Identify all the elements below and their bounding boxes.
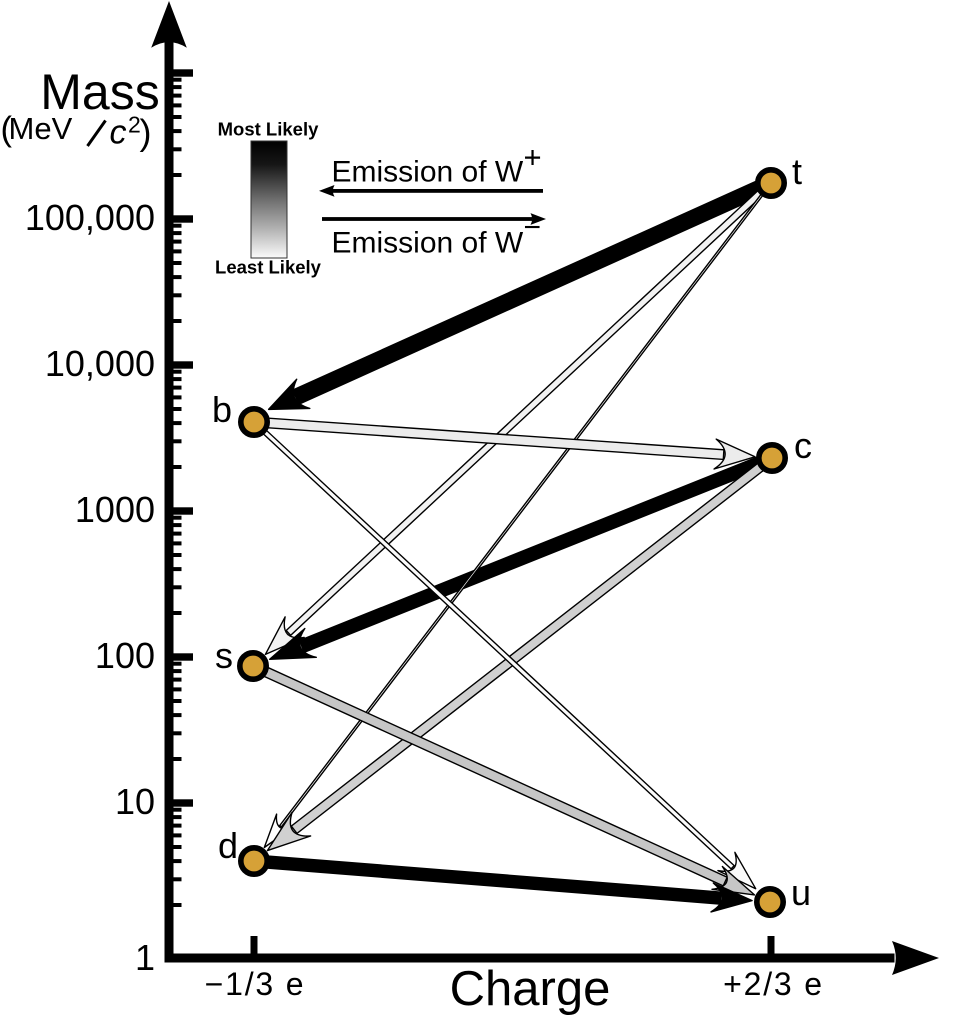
svg-text:10: 10 bbox=[115, 781, 155, 822]
svg-text:c: c bbox=[110, 114, 127, 152]
svg-text:Least Likely: Least Likely bbox=[215, 257, 322, 278]
svg-text:b: b bbox=[212, 389, 232, 430]
svg-text:1000: 1000 bbox=[75, 489, 155, 530]
svg-text:(: ( bbox=[1, 111, 13, 149]
svg-text:u: u bbox=[791, 872, 811, 913]
svg-text:100: 100 bbox=[95, 635, 155, 676]
svg-text:c: c bbox=[794, 425, 812, 466]
svg-text:MeV: MeV bbox=[9, 111, 73, 146]
svg-text:d: d bbox=[218, 825, 238, 866]
svg-text:): ) bbox=[140, 112, 152, 153]
svg-text:100,000: 100,000 bbox=[25, 197, 155, 238]
svg-text:1: 1 bbox=[135, 937, 155, 978]
svg-text:2: 2 bbox=[128, 112, 141, 138]
svg-text:−1/3 e: −1/3 e bbox=[205, 966, 306, 1002]
svg-text:t: t bbox=[792, 151, 802, 192]
svg-text:Most Likely: Most Likely bbox=[218, 119, 319, 140]
svg-text:s: s bbox=[215, 635, 233, 676]
svg-text:Emission of W: Emission of W bbox=[332, 156, 524, 189]
svg-text:Charge: Charge bbox=[450, 962, 611, 1016]
svg-text:10,000: 10,000 bbox=[45, 343, 155, 384]
svg-text:+: + bbox=[524, 140, 542, 175]
svg-text:Mass: Mass bbox=[40, 64, 159, 120]
svg-text:Emission of W: Emission of W bbox=[332, 227, 524, 260]
svg-text:+2/3 e: +2/3 e bbox=[723, 966, 824, 1002]
